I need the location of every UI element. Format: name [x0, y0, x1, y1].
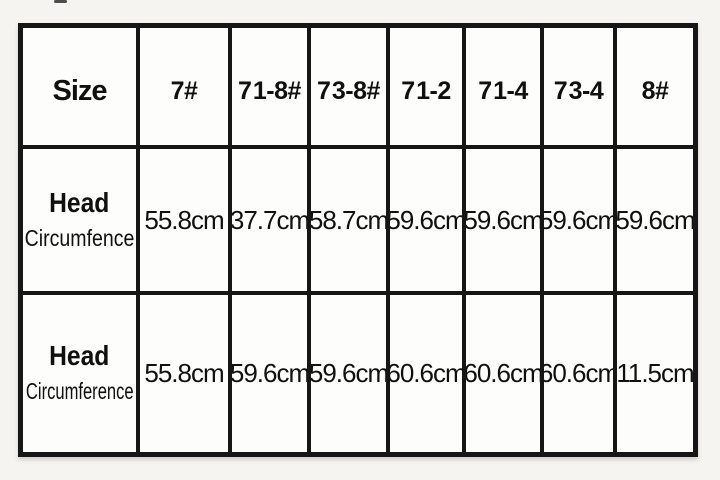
- value-cell: 60.6cm: [544, 295, 613, 452]
- photo-artifact-speck: [54, 0, 67, 3]
- header-cell-col-6: 7 3-4: [544, 28, 613, 145]
- row-label-head-circumference: Head Circumference: [23, 295, 136, 452]
- row-label-line1: Head: [49, 186, 110, 218]
- size-chart-table: Size 7# 7 1-8# 7 3-8# 7 1-2 7 1-4 7 3-4 …: [18, 23, 698, 457]
- row-label-line1: Head: [49, 340, 110, 372]
- value-cell: 59.6cm: [617, 149, 693, 291]
- header-cell-col-1: 7#: [140, 28, 228, 145]
- value-cell: 11.5cm: [617, 295, 693, 452]
- value-cell: 37.7cm: [232, 149, 307, 291]
- value-cell: 60.6cm: [466, 295, 540, 452]
- value-cell: 59.6cm: [311, 295, 386, 452]
- row-label-line2: Circumference: [25, 378, 134, 405]
- header-cell-size: Size: [23, 28, 136, 145]
- row-label-line2: Circumfence: [24, 224, 135, 251]
- value-cell: 59.6cm: [544, 149, 613, 291]
- value-cell: 59.6cm: [466, 149, 540, 291]
- header-cell-col-7: 8#: [617, 28, 693, 145]
- value-cell: 60.6cm: [390, 295, 462, 452]
- value-cell: 59.6cm: [390, 149, 462, 291]
- header-cell-col-5: 7 1-4: [466, 28, 540, 145]
- value-cell: 55.8cm: [140, 149, 228, 291]
- header-cell-col-4: 7 1-2: [390, 28, 462, 145]
- header-cell-col-2: 7 1-8#: [232, 28, 307, 145]
- header-cell-col-3: 7 3-8#: [311, 28, 386, 145]
- value-cell: 55.8cm: [140, 295, 228, 452]
- row-label-head-circumfence: Head Circumfence: [23, 149, 136, 291]
- value-cell: 59.6cm: [232, 295, 307, 452]
- value-cell: 58.7cm: [311, 149, 386, 291]
